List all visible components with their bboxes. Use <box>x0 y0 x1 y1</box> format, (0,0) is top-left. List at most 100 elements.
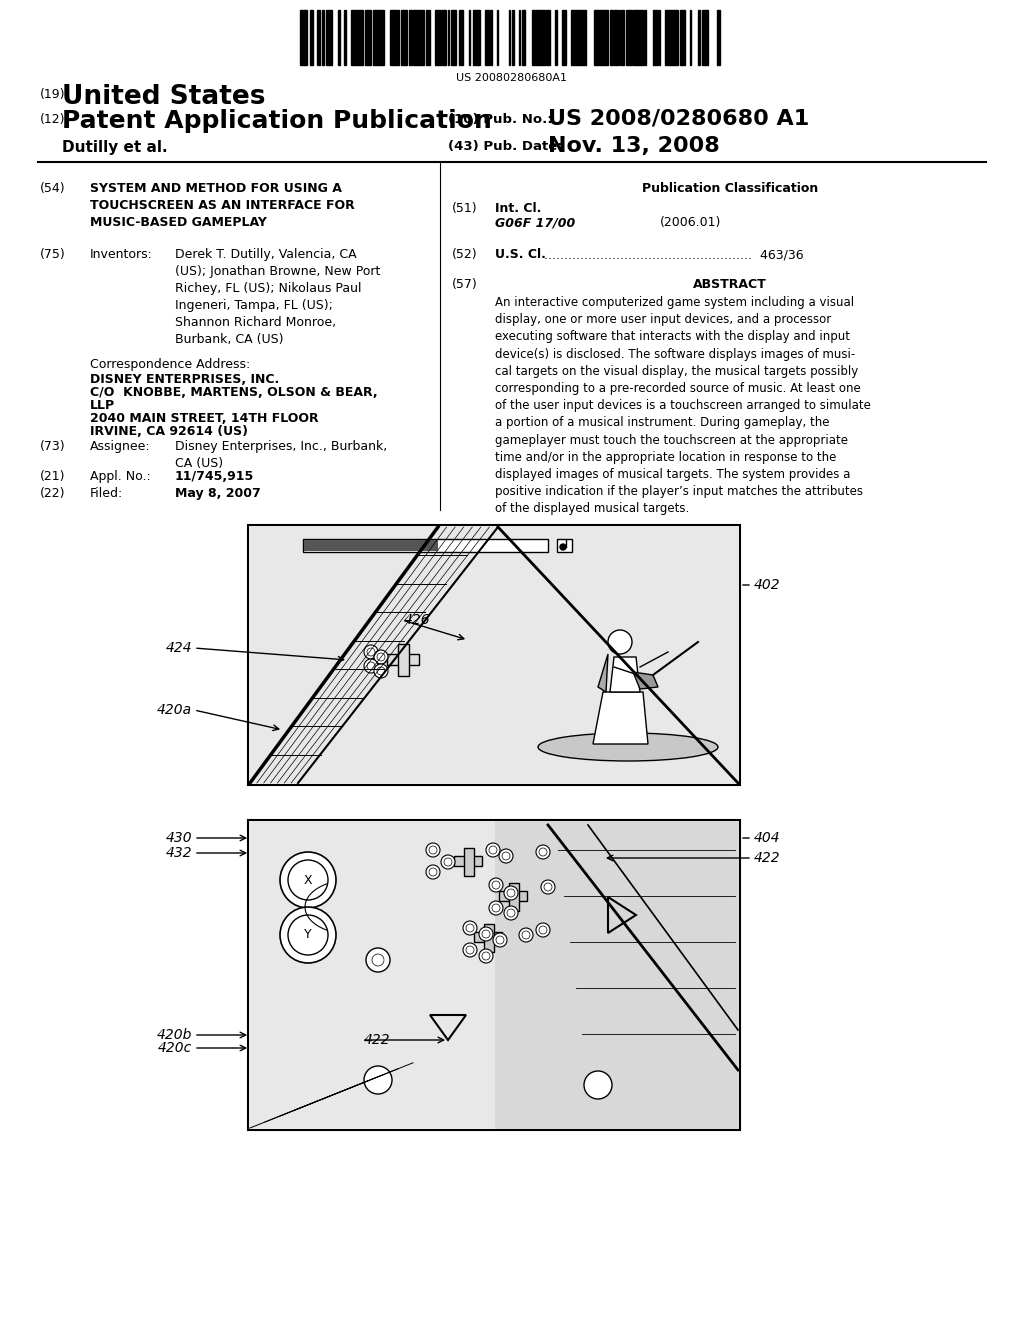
Text: ....................................................  463/36: ........................................… <box>540 248 804 261</box>
Circle shape <box>441 855 455 869</box>
Bar <box>376 11 378 65</box>
Bar <box>604 11 608 65</box>
Bar <box>248 525 740 785</box>
Bar <box>635 11 638 65</box>
Bar <box>638 11 642 65</box>
Bar <box>451 11 453 65</box>
Circle shape <box>539 927 547 935</box>
Circle shape <box>280 907 336 964</box>
Text: G06F 17/00: G06F 17/00 <box>495 216 575 228</box>
Bar <box>474 932 502 942</box>
Bar <box>577 11 579 65</box>
Bar <box>397 11 399 65</box>
Bar <box>644 11 646 65</box>
Text: Dutilly et al.: Dutilly et al. <box>62 140 168 154</box>
Text: (52): (52) <box>452 248 477 261</box>
Circle shape <box>377 667 385 675</box>
Text: (2006.01): (2006.01) <box>660 216 721 228</box>
Bar <box>626 11 629 65</box>
Bar <box>573 11 575 65</box>
Bar <box>249 821 739 1129</box>
Circle shape <box>496 936 504 944</box>
Text: 422: 422 <box>364 1034 390 1047</box>
Text: Filed:: Filed: <box>90 487 123 500</box>
Text: US 20080280680A1: US 20080280680A1 <box>457 73 567 83</box>
Circle shape <box>444 858 452 866</box>
Bar <box>665 11 668 65</box>
Text: Inventors:: Inventors: <box>90 248 153 261</box>
Text: An interactive computerized game system including a visual
display, one or more : An interactive computerized game system … <box>495 296 870 515</box>
Bar <box>390 11 393 65</box>
Circle shape <box>429 846 437 854</box>
Polygon shape <box>633 672 658 689</box>
Bar <box>415 11 419 65</box>
Bar <box>358 11 360 65</box>
Text: X: X <box>304 874 312 887</box>
Circle shape <box>426 865 440 879</box>
Bar <box>557 539 572 552</box>
Text: (22): (22) <box>40 487 66 500</box>
Text: (19): (19) <box>40 88 66 102</box>
Bar <box>303 539 548 552</box>
Bar <box>302 11 306 65</box>
Circle shape <box>377 653 385 661</box>
Circle shape <box>482 931 490 939</box>
Bar <box>473 11 476 65</box>
Bar <box>426 11 430 65</box>
Text: (54): (54) <box>40 182 66 195</box>
Text: SYSTEM AND METHOD FOR USING A
TOUCHSCREEN AS AN INTERFACE FOR
MUSIC-BASED GAMEPL: SYSTEM AND METHOD FOR USING A TOUCHSCREE… <box>90 182 354 228</box>
Text: 424: 424 <box>165 642 193 655</box>
Text: (51): (51) <box>452 202 477 215</box>
Ellipse shape <box>538 733 718 762</box>
Circle shape <box>541 880 555 894</box>
Bar <box>490 11 492 65</box>
Text: Disney Enterprises, Inc., Burbank,
CA (US): Disney Enterprises, Inc., Burbank, CA (U… <box>175 440 387 470</box>
Bar <box>680 11 682 65</box>
Circle shape <box>489 846 497 854</box>
Bar <box>317 11 319 65</box>
Bar <box>410 11 412 65</box>
Text: Int. Cl.: Int. Cl. <box>495 202 542 215</box>
Polygon shape <box>610 657 640 692</box>
Bar <box>563 11 565 65</box>
Bar <box>401 11 406 65</box>
Bar <box>555 11 557 65</box>
Circle shape <box>366 948 390 972</box>
Bar <box>248 820 740 1130</box>
Text: IRVINE, CA 92614 (US): IRVINE, CA 92614 (US) <box>90 425 248 438</box>
Text: Correspondence Address:: Correspondence Address: <box>90 358 250 371</box>
Text: Publication Classification: Publication Classification <box>642 182 818 195</box>
Bar <box>419 11 423 65</box>
Bar <box>387 653 419 665</box>
Bar <box>459 11 463 65</box>
Text: Appl. No.:: Appl. No.: <box>90 470 151 483</box>
Circle shape <box>507 888 515 898</box>
Circle shape <box>489 902 503 915</box>
Text: 420c: 420c <box>158 1041 193 1055</box>
Bar <box>539 11 543 65</box>
Text: (43) Pub. Date:: (43) Pub. Date: <box>449 140 562 153</box>
Bar <box>393 11 397 65</box>
Text: (57): (57) <box>452 279 478 290</box>
Bar <box>464 847 474 876</box>
Bar <box>579 11 581 65</box>
Text: 420b: 420b <box>157 1028 193 1041</box>
Bar <box>534 11 536 65</box>
Text: 420a: 420a <box>157 704 193 717</box>
Text: US 2008/0280680 A1: US 2008/0280680 A1 <box>548 110 809 129</box>
Bar <box>344 11 346 65</box>
Text: (12): (12) <box>40 114 66 125</box>
Bar <box>532 11 534 65</box>
Circle shape <box>492 904 500 912</box>
Circle shape <box>493 933 507 946</box>
Bar <box>365 11 369 65</box>
Bar <box>668 11 672 65</box>
Bar <box>621 11 624 65</box>
Text: (73): (73) <box>40 440 66 453</box>
Bar <box>597 11 600 65</box>
Circle shape <box>364 1067 392 1094</box>
Circle shape <box>544 883 552 891</box>
Bar <box>698 11 700 65</box>
Circle shape <box>608 630 632 653</box>
Text: Patent Application Publication: Patent Application Publication <box>62 110 492 133</box>
